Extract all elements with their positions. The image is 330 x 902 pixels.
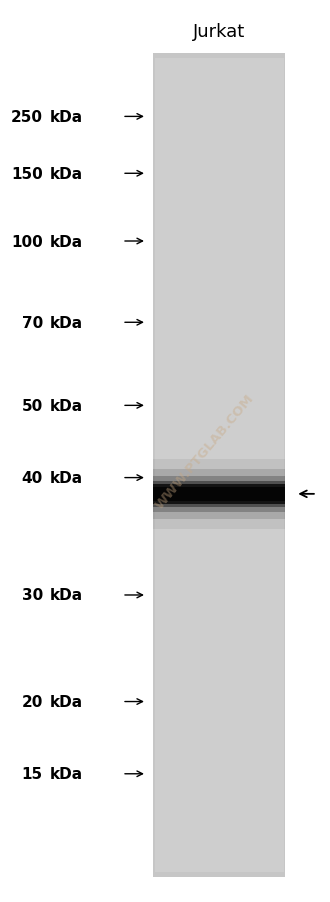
Text: 50: 50 [22,399,43,413]
Text: kDa: kDa [50,588,82,603]
Text: kDa: kDa [50,767,82,781]
Text: 70: 70 [22,316,43,330]
Text: 100: 100 [11,235,43,249]
Text: 40: 40 [22,471,43,485]
Text: kDa: kDa [50,110,82,124]
Bar [153,469,285,519]
Text: kDa: kDa [50,471,82,485]
Bar [155,59,284,872]
Text: kDa: kDa [50,316,82,330]
Bar [153,487,285,502]
Text: 20: 20 [21,695,43,709]
Text: 30: 30 [22,588,43,603]
Text: 150: 150 [11,167,43,181]
Bar [153,476,285,512]
Bar [153,482,285,507]
Text: kDa: kDa [50,235,82,249]
Bar [153,460,285,529]
Text: kDa: kDa [50,695,82,709]
Text: kDa: kDa [50,399,82,413]
Bar [153,54,285,877]
Text: 250: 250 [11,110,43,124]
Text: Jurkat: Jurkat [193,23,246,41]
Text: WWW.PTGLAB.COM: WWW.PTGLAB.COM [153,391,256,511]
Bar [153,484,285,504]
Text: 15: 15 [22,767,43,781]
Text: kDa: kDa [50,167,82,181]
